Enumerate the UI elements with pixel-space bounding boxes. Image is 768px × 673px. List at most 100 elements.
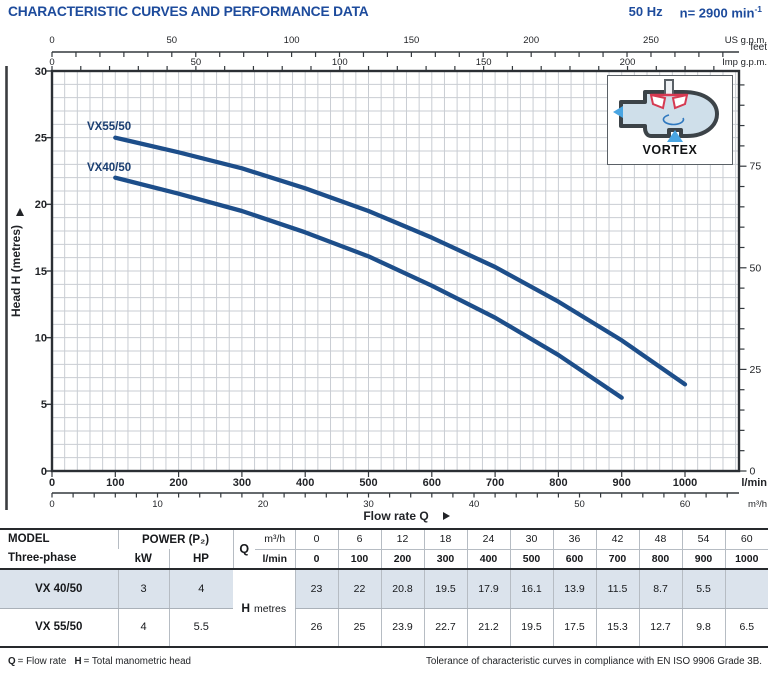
pump-body [619,90,719,138]
h-value-cell: 22 [337,569,381,609]
kw-cell: 3 [117,569,169,609]
power-header-cell: POWER (P₂) [117,529,233,549]
svg-text:100: 100 [284,35,300,46]
svg-text:900: 900 [613,477,631,489]
h-value-cell: 25 [337,608,381,647]
svg-text:0: 0 [49,35,54,46]
q-value-lpm-cell: 500 [509,549,553,570]
h-value-cell: 8.7 [638,569,682,609]
kw-header-cell: kW [118,549,169,570]
svg-text:Imp g.p.m.: Imp g.p.m. [722,57,767,68]
h-value-cell: 23.9 [380,608,424,647]
svg-text:75: 75 [750,161,762,173]
model-header-cell: MODEL Three-phase [0,529,118,570]
svg-text:Flow rate Q: Flow rate Q [363,509,428,523]
svg-text:400: 400 [296,477,314,489]
svg-text:200: 200 [620,57,636,68]
vortex-inset: VORTEX [607,75,733,165]
model-cell: VX 40/50 [0,569,118,609]
svg-text:150: 150 [476,57,492,68]
h-value-cell: 9.8 [681,608,725,647]
svg-text:600: 600 [423,477,441,489]
svg-text:5: 5 [41,399,47,411]
q-value-m3h-cell: 18 [423,529,467,550]
q-value-lpm-cell: 300 [423,549,467,570]
hp-cell: 5.5 [168,608,233,647]
svg-text:0: 0 [750,466,756,478]
q-value-lpm-cell: 1000 [724,549,768,570]
h-value-cell: 5.5 [681,569,725,609]
h-value-cell: 21.2 [466,608,510,647]
svg-text:25: 25 [35,132,47,144]
q-value-lpm-cell: 200 [380,549,424,570]
inflow-arrow [667,130,683,142]
vortex-swirl [662,114,685,126]
svg-text:50: 50 [750,262,762,274]
pump-curves-chart: 0 50 100 150 200 250 US g.p.m.0 50 100 150 200 Imp … [5,35,767,523]
q-value-m3h-cell: 0 [294,529,338,550]
curve-VX55/50 [113,135,688,387]
svg-text:10: 10 [35,332,47,344]
svg-text:0: 0 [49,477,55,489]
q-value-lpm-cell: 800 [638,549,682,570]
model-cell: VX 55/50 [35,621,83,634]
svg-text:700: 700 [486,477,504,489]
q-value-m3h-cell: 6 [337,529,381,550]
h-value-cell: 22.7 [423,608,467,647]
svg-text:0: 0 [49,57,54,68]
svg-text:50: 50 [574,499,585,510]
svg-text:m³/h: m³/h [748,499,767,510]
outflow-arrow [613,106,623,118]
h-value-cell: 15.3 [595,608,639,647]
kw-cell: 4 [117,608,169,647]
svg-text:40: 40 [469,499,480,510]
q-value-lpm-cell: 900 [681,549,725,570]
svg-text:50: 50 [191,57,202,68]
h-value-cell: 11.5 [595,569,639,609]
svg-text:100: 100 [332,57,348,68]
svg-text:l/min: l/min [741,477,767,489]
h-value-cell: 16.1 [509,569,553,609]
page-title: CHARACTERISTIC CURVES AND PERFORMANCE DA… [8,4,369,19]
h-value-cell: 26 [294,608,338,647]
svg-text:US g.p.m.: US g.p.m. [725,35,767,46]
svg-text:300: 300 [233,477,251,489]
svg-text:150: 150 [403,35,419,46]
legend-note: Q = Flow rate H = Total manometric head [8,656,191,667]
h-value-cell: 12.7 [638,608,682,647]
hp-header-cell: HP [168,549,233,570]
q-unit-m3h-cell: m³/h [255,529,295,550]
q-value-lpm-cell: 400 [466,549,510,570]
svg-text:0: 0 [49,499,54,510]
svg-text:1000: 1000 [673,477,697,489]
svg-text:500: 500 [359,477,377,489]
svg-text:30: 30 [35,66,47,78]
svg-text:Head H (metres): Head H (metres) [9,225,23,317]
q-value-lpm-cell: 0 [294,549,338,570]
svg-text:60: 60 [680,499,691,510]
frequency-speed: 50 Hz n= 2900 min-1 [629,4,762,20]
h-value-cell: 6.5 [724,608,768,647]
impeller-blade-right [671,93,689,110]
h-value-cell: 20.8 [380,569,424,609]
svg-text:30: 30 [363,499,374,510]
q-value-m3h-cell: 12 [380,529,424,550]
q-value-m3h-cell: 30 [509,529,553,550]
impeller-blade-left [649,93,667,110]
h-value-cell: 19.5 [509,608,553,647]
h-value-cell [724,569,768,609]
speed-value: n= 2900 min-1 [679,4,762,21]
svg-text:VX55/50: VX55/50 [87,121,131,133]
q-value-lpm-cell: 600 [552,549,596,570]
svg-text:200: 200 [523,35,539,46]
svg-text:0: 0 [41,466,47,478]
h-value-cell: 17.9 [466,569,510,609]
q-value-m3h-cell: 48 [638,529,682,550]
svg-text:800: 800 [549,477,567,489]
svg-text:15: 15 [35,266,47,278]
h-value-cell: 13.9 [552,569,596,609]
